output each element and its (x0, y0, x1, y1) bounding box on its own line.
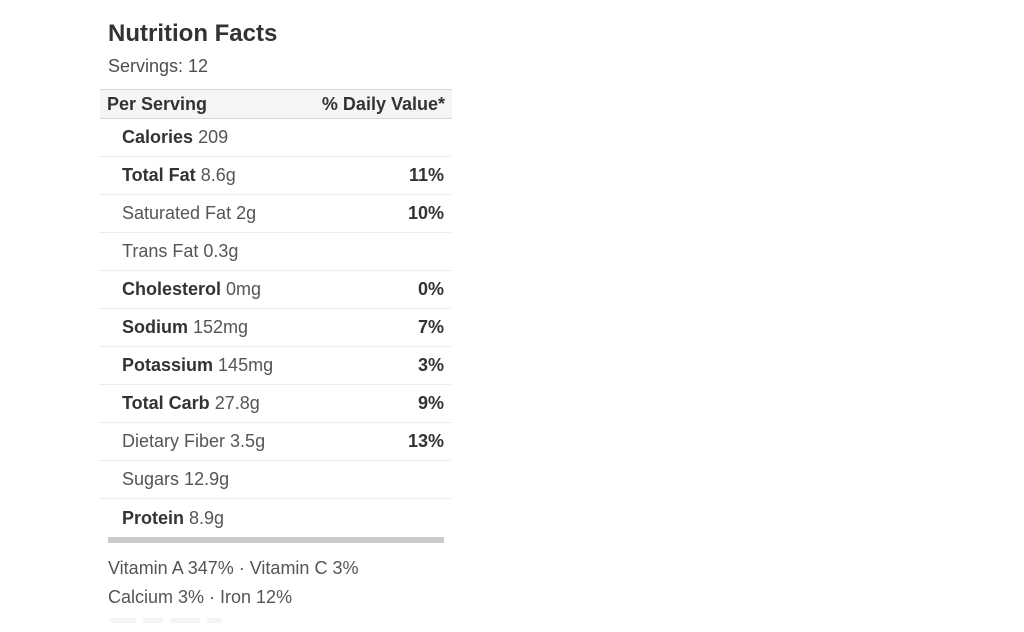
nutrient-daily-value: 3% (417, 355, 444, 375)
per-serving-header: Per Serving (107, 93, 208, 114)
nutrient-amount: 8.9g (189, 507, 225, 528)
nutrient-daily-value: 13% (407, 431, 444, 451)
nutrient-name: Trans Fat (122, 241, 199, 261)
nutrient-amount: 145mg (218, 355, 274, 375)
nutrient-amount: 209 (198, 127, 229, 147)
nutrient-amount: 27.8g (214, 393, 260, 413)
nutrient-text: Saturated Fat 2g (122, 203, 256, 224)
nutrient-name: Sugars (122, 469, 180, 489)
nutrient-text: Potassium 145mg (122, 355, 273, 376)
micronutrients-block: Vitamin A 347% · Vitamin C 3% Calcium 3%… (108, 554, 452, 612)
row-saturated-fat: Saturated Fat 2g 10% (100, 195, 452, 233)
nutrient-text: Sugars 12.9g (122, 469, 229, 490)
cutoff-text-fragment (110, 618, 250, 625)
nutrient-name: Dietary Fiber (122, 431, 226, 451)
row-sodium: Sodium 152mg 7% (100, 309, 452, 347)
nutrient-daily-value: 10% (407, 203, 444, 223)
row-sugars: Sugars 12.9g (100, 461, 452, 499)
nutrient-name: Calories (122, 127, 194, 147)
micronutrients-line-1: Vitamin A 347% · Vitamin C 3% (108, 558, 359, 578)
nutrition-facts-label: Nutrition Facts Servings: 12 Per Serving… (100, 20, 452, 625)
nutrient-daily-value: 7% (417, 317, 444, 337)
nutrient-text: Trans Fat 0.3g (122, 241, 238, 262)
section-divider-bar (108, 537, 444, 543)
nutrient-rows: Calories 209 Total Fat 8.6g 11% Saturate… (100, 119, 452, 537)
nutrient-name: Cholesterol (122, 279, 222, 299)
row-potassium: Potassium 145mg 3% (100, 347, 452, 385)
nutrient-name: Total Fat (122, 165, 196, 185)
row-total-fat: Total Fat 8.6g 11% (100, 157, 452, 195)
nutrient-text: Protein 8.9g (122, 508, 224, 529)
micronutrients-line-2: Calcium 3% · Iron 12% (108, 587, 293, 607)
nutrient-text: Dietary Fiber 3.5g (122, 431, 265, 452)
daily-value-header: % Daily Value* (321, 93, 445, 114)
nutrient-amount: 0.3g (203, 241, 239, 261)
nutrient-name: Potassium (122, 355, 214, 375)
nutrient-daily-value: 11% (408, 165, 444, 185)
row-dietary-fiber: Dietary Fiber 3.5g 13% (100, 423, 452, 461)
row-cholesterol: Cholesterol 0mg 0% (100, 271, 452, 309)
nutrient-name: Saturated Fat (122, 203, 232, 223)
nutrient-text: Total Carb 27.8g (122, 393, 260, 414)
nutrient-amount: 2g (236, 203, 257, 223)
nutrient-daily-value: 0% (417, 279, 444, 299)
nutrient-name: Total Carb (122, 393, 210, 413)
row-total-carb: Total Carb 27.8g 9% (100, 385, 452, 423)
row-trans-fat: Trans Fat 0.3g (100, 233, 452, 271)
nutrient-name: Sodium (122, 317, 188, 337)
nutrient-text: Cholesterol 0mg (122, 279, 261, 300)
row-calories: Calories 209 (100, 119, 452, 157)
nutrient-amount: 0mg (226, 279, 262, 299)
nutrient-amount: 8.6g (200, 165, 236, 185)
nutrient-text: Calories 209 (122, 127, 228, 148)
row-protein: Protein 8.9g (100, 499, 452, 537)
servings-line: Servings: 12 (108, 56, 209, 76)
nutrient-name: Protein (122, 507, 185, 528)
nutrition-facts-title: Nutrition Facts (108, 20, 278, 47)
nutrient-amount: 12.9g (184, 469, 230, 489)
nutrient-amount: 3.5g (230, 431, 266, 451)
column-header-row: Per Serving % Daily Value* (100, 89, 452, 119)
nutrient-text: Total Fat 8.6g (122, 165, 236, 186)
nutrient-amount: 152mg (193, 317, 249, 337)
nutrient-daily-value: 9% (417, 393, 444, 413)
nutrient-text: Sodium 152mg (122, 317, 248, 338)
